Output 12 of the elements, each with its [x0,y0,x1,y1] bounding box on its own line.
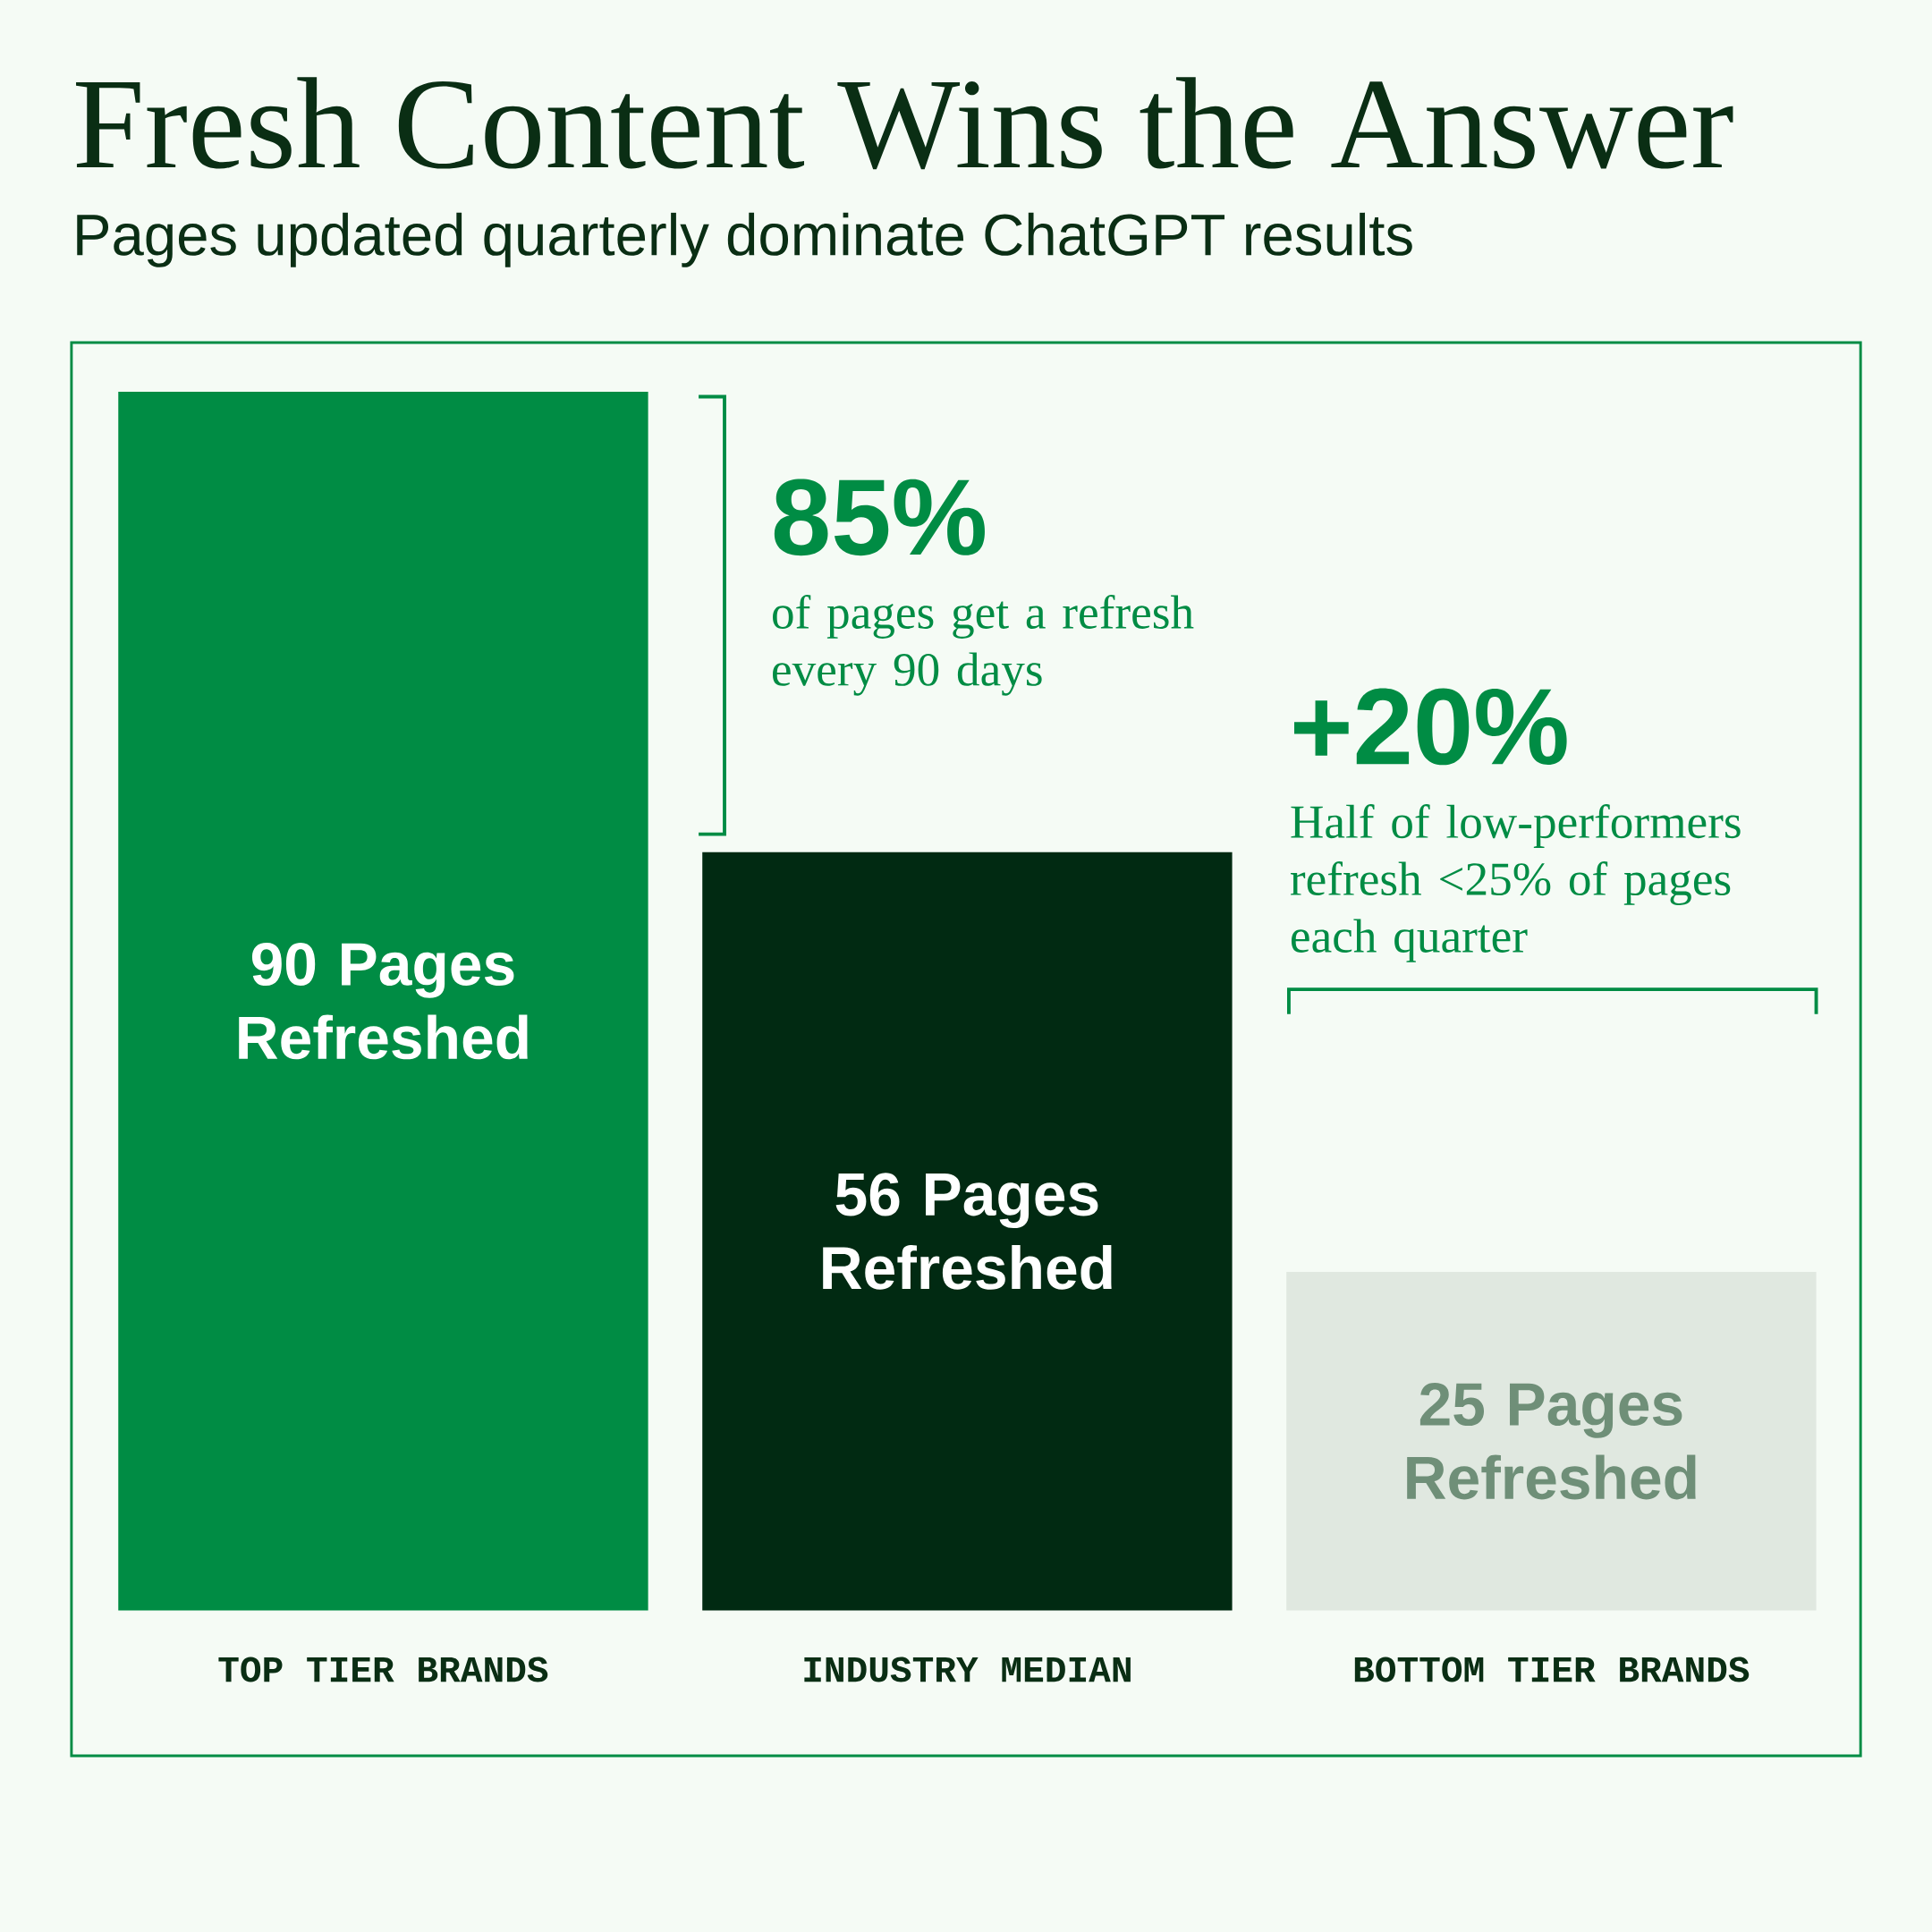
annotation: 85% [774,479,985,556]
data-label: 90 Pages Refreshed [239,943,528,1060]
data-label: 56 Pages Refreshed [823,1173,1112,1290]
chart-title: Fresh Content Wins the Answer [76,77,1733,170]
annotation: Half of low-performers refresh <25% of pages each quarter [1290,804,1741,962]
data-label: 25 Pages Refreshed [1407,1383,1696,1500]
x-tick-label: TOP TIER BRANDS [218,1657,548,1682]
x-tick-label: INDUSTRY MEDIAN [804,1657,1131,1682]
annotation: of pages get a refresh every 90 days [773,594,1194,696]
annotation: +20% [1294,688,1567,766]
chart-subtitle: Pages updated quarterly dominate ChatGPT results [77,212,1412,267]
x-tick-label: BOTTOM TIER BRANDS [1354,1657,1750,1682]
